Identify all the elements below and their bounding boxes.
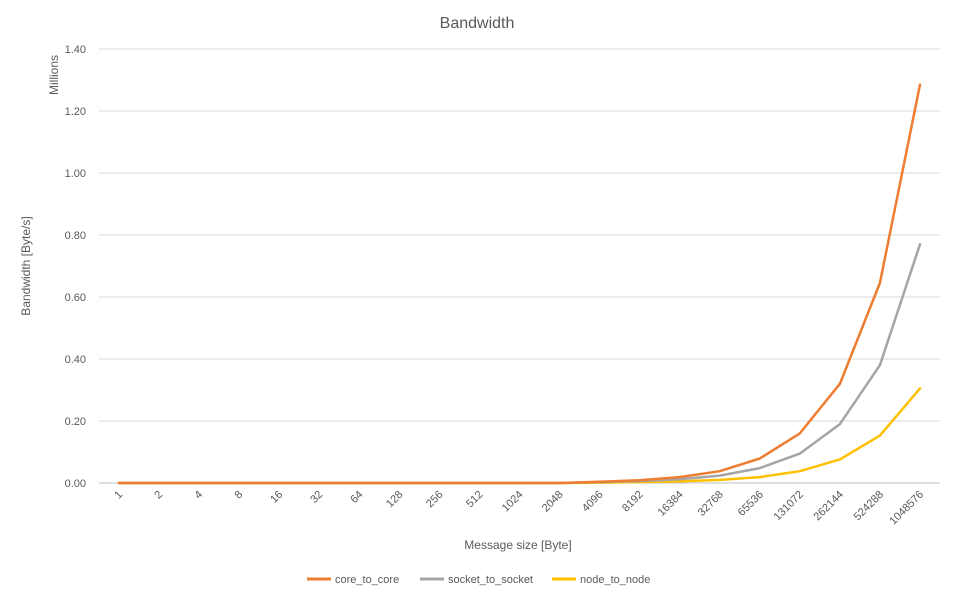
- y-axis-label: Bandwidth [Byte/s]: [19, 216, 33, 315]
- series-line-core-to-core: [117, 83, 922, 485]
- y-tick-label: 0.60: [65, 292, 86, 304]
- y-tick-label: 1.00: [65, 168, 86, 180]
- y-units-label: Millions: [47, 55, 61, 95]
- x-axis-label: Message size [Byte]: [464, 538, 571, 552]
- y-tick-label: 0.40: [65, 354, 86, 366]
- legend: core_to_core socket_to_socket node_to_node: [307, 574, 650, 586]
- y-tick-label: 0.00: [65, 478, 86, 490]
- y-tick-label: 0.20: [65, 416, 86, 428]
- chart-title: Bandwidth: [440, 15, 515, 32]
- y-tick-labels: 0.00 0.20 0.40 0.60 0.80 1.00 1.20 1.40: [65, 44, 86, 490]
- legend-label: core_to_core: [335, 574, 399, 586]
- y-tick-label: 1.40: [65, 44, 86, 56]
- legend-label: node_to_node: [580, 574, 650, 586]
- y-tick-label: 0.80: [65, 230, 86, 242]
- legend-label: socket_to_socket: [448, 574, 533, 586]
- gridlines: [99, 48, 940, 484]
- series-lines: [117, 83, 922, 485]
- y-tick-label: 1.20: [65, 106, 86, 118]
